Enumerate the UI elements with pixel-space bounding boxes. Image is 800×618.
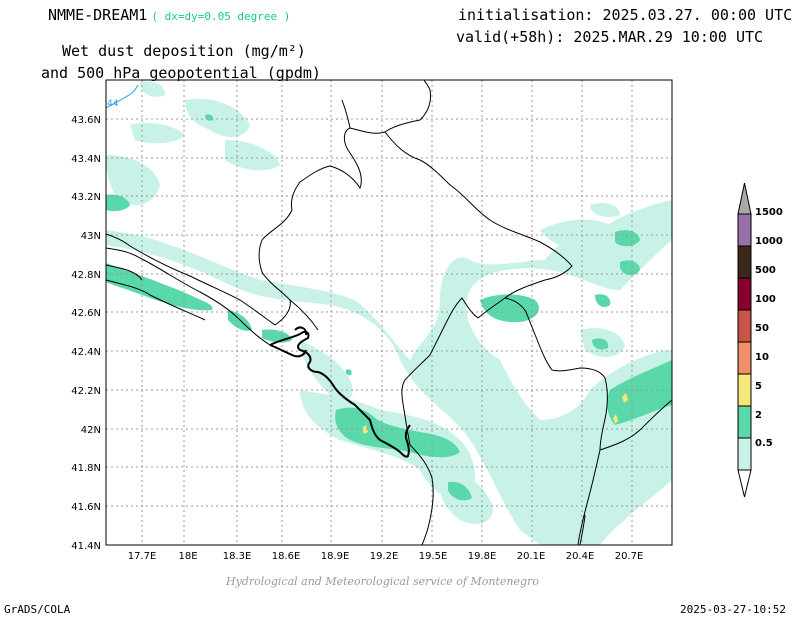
lon-tick: 20.1E: [517, 551, 546, 562]
lat-tick: 42.2N: [71, 386, 101, 397]
legend-swatch-100: [737, 277, 752, 311]
legend-label-1000: 1000: [755, 236, 783, 247]
legend-swatch-1000: [737, 213, 752, 247]
lon-tick: 17.7E: [128, 551, 157, 562]
model-name: NMME-DREAM1( dx=dy=0.05 degree ): [48, 6, 290, 24]
legend-label-5: 5: [755, 381, 762, 392]
lat-tick: 42.4N: [71, 347, 101, 358]
lon-axis: 17.7E 18E 18.3E 18.6E 18.9E 19.2E 19.5E …: [128, 551, 644, 562]
legend-swatch-2: [737, 405, 752, 439]
plot-frame: [105, 79, 673, 546]
geopotential-contour: [106, 84, 139, 109]
country-borders: [106, 80, 672, 545]
lon-tick: 18.3E: [223, 551, 252, 562]
timestamp-label: 2025-03-27-10:52: [680, 603, 786, 616]
lat-tick: 42.8N: [71, 270, 101, 281]
lon-tick: 19.8E: [468, 551, 497, 562]
lon-tick: 19.2E: [370, 551, 399, 562]
legend-label-2: 2: [755, 410, 762, 421]
initialisation-time: initialisation: 2025.03.27. 00:00 UTC: [458, 6, 793, 24]
lat-tick: 42N: [81, 425, 101, 436]
lat-tick: 43.6N: [71, 115, 101, 126]
lon-tick: 20.7E: [615, 551, 644, 562]
model-label: NMME-DREAM1: [48, 6, 148, 24]
lat-tick: 42.6N: [71, 308, 101, 319]
lon-tick: 18E: [178, 551, 197, 562]
legend-swatch-50: [737, 309, 752, 343]
lon-tick: 20.4E: [566, 551, 595, 562]
legend-label-10: 10: [755, 352, 769, 363]
lat-tick: 43N: [81, 231, 101, 242]
legend-bottom-arrow: [737, 469, 752, 498]
lat-axis: 43.6N 43.4N 43.2N 43N 42.8N 42.6N 42.4N …: [71, 115, 101, 552]
resolution-label: ( dx=dy=0.05 degree ): [151, 10, 291, 23]
legend-label-0.5: 0.5: [755, 438, 773, 449]
dust-field: 44: [106, 80, 672, 545]
credit-text: Hydrological and Meteorological service …: [226, 575, 539, 588]
valid-time: valid(+58h): 2025.MAR.29 10:00 UTC: [456, 28, 764, 46]
lat-tick: 43.4N: [71, 154, 101, 165]
lat-tick: 41.8N: [71, 463, 101, 474]
legend-top-arrow: [737, 182, 752, 215]
lat-tick: 41.4N: [71, 541, 101, 552]
lat-tick: 41.6N: [71, 502, 101, 513]
legend-label-50: 50: [755, 323, 769, 334]
grid: [106, 80, 672, 545]
legend-label-100: 100: [755, 294, 776, 305]
legend-label-1500: 1500: [755, 207, 783, 218]
legend-swatch-10: [737, 341, 752, 375]
lon-tick: 18.9E: [321, 551, 350, 562]
legend: 0.5 2 5 10 50 100 500 1000 1500: [737, 182, 783, 498]
coastline: [269, 326, 411, 458]
map-title-line2: and 500 hPa geopotential (gpdm): [41, 64, 321, 82]
dust-level-5: [362, 393, 628, 434]
legend-swatch-500: [737, 245, 752, 279]
legend-swatch-5: [737, 373, 752, 407]
map-title-line1: Wet dust deposition (mg/m²): [62, 42, 306, 60]
legend-swatch-0.5: [737, 437, 752, 471]
lon-tick: 19.5E: [419, 551, 448, 562]
lon-tick: 18.6E: [272, 551, 301, 562]
software-label: GrADS/COLA: [4, 603, 71, 616]
lat-tick: 43.2N: [71, 192, 101, 203]
contour-label: 44: [107, 99, 119, 109]
legend-label-500: 500: [755, 265, 776, 276]
